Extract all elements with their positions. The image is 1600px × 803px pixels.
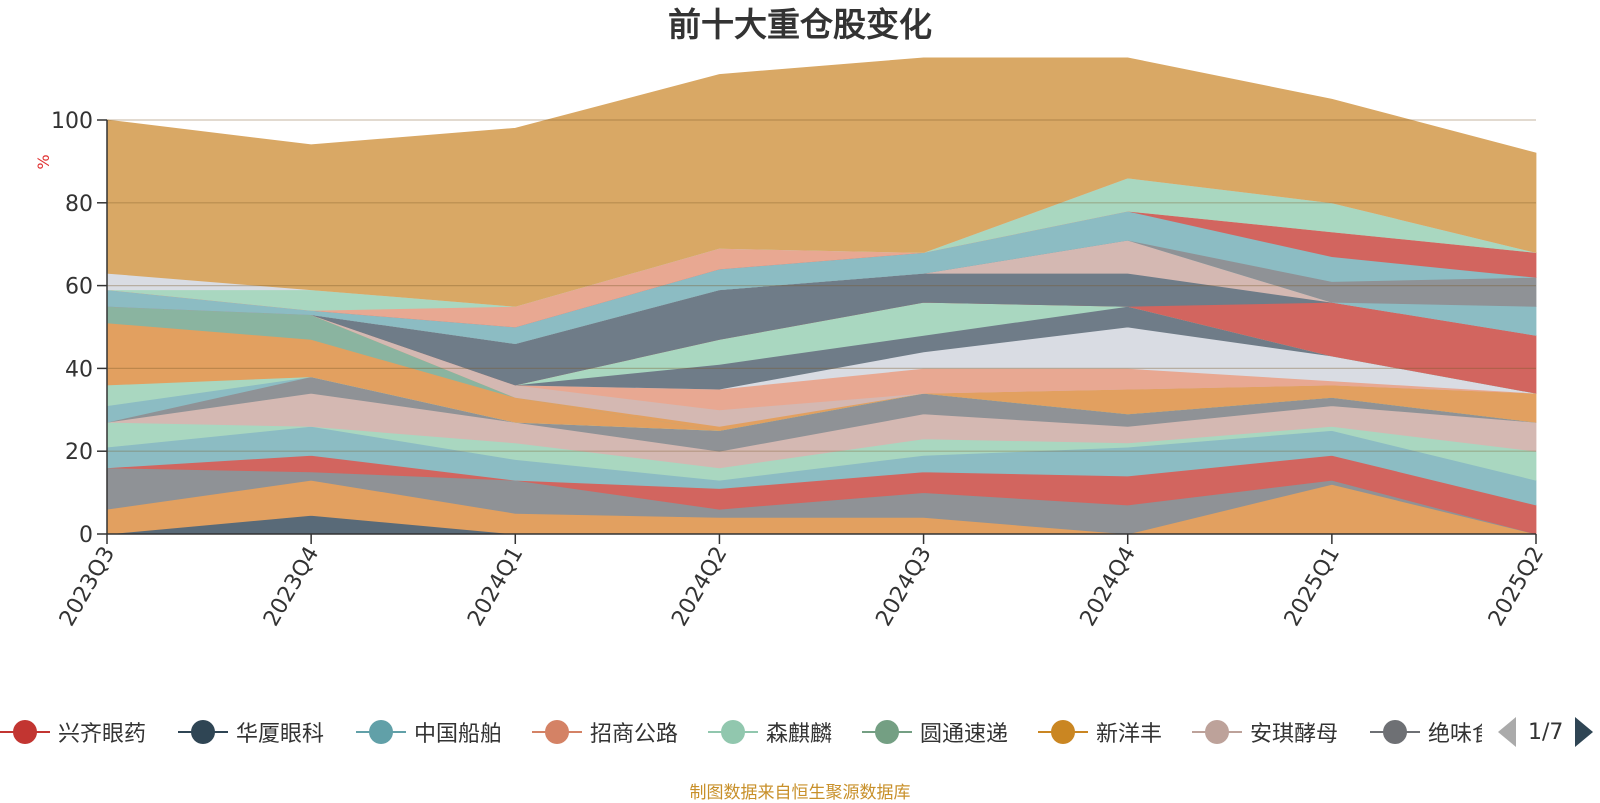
- x-tick-label: 2024Q4: [1076, 543, 1141, 631]
- legend-marker-icon: [1370, 717, 1420, 747]
- y-axis-label: %: [34, 154, 53, 169]
- grid-lines: [107, 119, 1536, 452]
- legend: 兴齐眼药 华厦眼科 中国船舶 招商公路 森麒麟 圆通速递 新洋丰 安琪酵母 绝味食品: [0, 712, 1482, 752]
- legend-marker-icon: [1192, 717, 1242, 747]
- y-tick-label: 0: [79, 523, 93, 548]
- legend-item[interactable]: 华厦眼科: [178, 712, 324, 752]
- legend-label: 中国船舶: [414, 722, 503, 747]
- x-tick-label: 2023Q4: [259, 543, 324, 631]
- legend-label: 新洋丰: [1096, 722, 1163, 747]
- y-tick-label: 100: [51, 109, 93, 134]
- legend-marker-icon: [1038, 717, 1088, 747]
- legend-page-indicator: 1/7: [1528, 719, 1564, 745]
- legend-marker-icon: [356, 717, 406, 747]
- legend-item[interactable]: 圆通速递: [862, 712, 1008, 752]
- y-tick-label: 80: [65, 192, 93, 217]
- legend-marker-icon: [0, 717, 50, 747]
- legend-label: 华厦眼科: [236, 722, 325, 747]
- legend-pager: 1/7: [1498, 712, 1594, 752]
- legend-item[interactable]: 森麒麟: [708, 712, 832, 752]
- legend-item[interactable]: 招商公路: [532, 712, 678, 752]
- y-tick-label: 20: [65, 440, 93, 465]
- legend-item[interactable]: 新洋丰: [1038, 712, 1162, 752]
- legend-item[interactable]: 安琪酵母: [1192, 712, 1338, 752]
- legend-label: 兴齐眼药: [58, 722, 147, 747]
- legend-next-icon[interactable]: [1575, 717, 1594, 747]
- legend-item[interactable]: 中国船舶: [356, 712, 502, 752]
- y-tick-label: 60: [65, 275, 93, 300]
- legend-marker-icon: [532, 717, 582, 747]
- legend-label: 绝味食品: [1428, 722, 1482, 747]
- x-tick-label: 2025Q2: [1484, 543, 1549, 631]
- legend-item[interactable]: 绝味食品: [1370, 712, 1482, 752]
- legend-prev-icon[interactable]: [1498, 717, 1516, 747]
- legend-label: 招商公路: [590, 722, 679, 747]
- x-tick-label: 2024Q2: [667, 543, 732, 631]
- chart-title: 前十大重仓股变化: [668, 5, 932, 44]
- data-source-note: 制图数据来自恒生聚源数据库: [689, 783, 911, 803]
- x-tick-label: 2024Q1: [463, 543, 528, 631]
- legend-label: 安琪酵母: [1250, 722, 1339, 747]
- x-tick-label: 2025Q1: [1280, 543, 1345, 631]
- legend-marker-icon: [862, 717, 912, 747]
- x-tick-label: 2023Q3: [55, 543, 120, 631]
- area-band: [106, 57, 1537, 307]
- legend-marker-icon: [178, 717, 228, 747]
- legend-label: 圆通速递: [920, 722, 1009, 747]
- area-bands: [106, 57, 1537, 535]
- legend-marker-icon: [708, 717, 758, 747]
- legend-label: 森麒麟: [766, 722, 833, 747]
- y-tick-label: 40: [65, 357, 93, 382]
- legend-item[interactable]: 兴齐眼药: [0, 712, 146, 752]
- x-tick-label: 2024Q3: [871, 543, 936, 631]
